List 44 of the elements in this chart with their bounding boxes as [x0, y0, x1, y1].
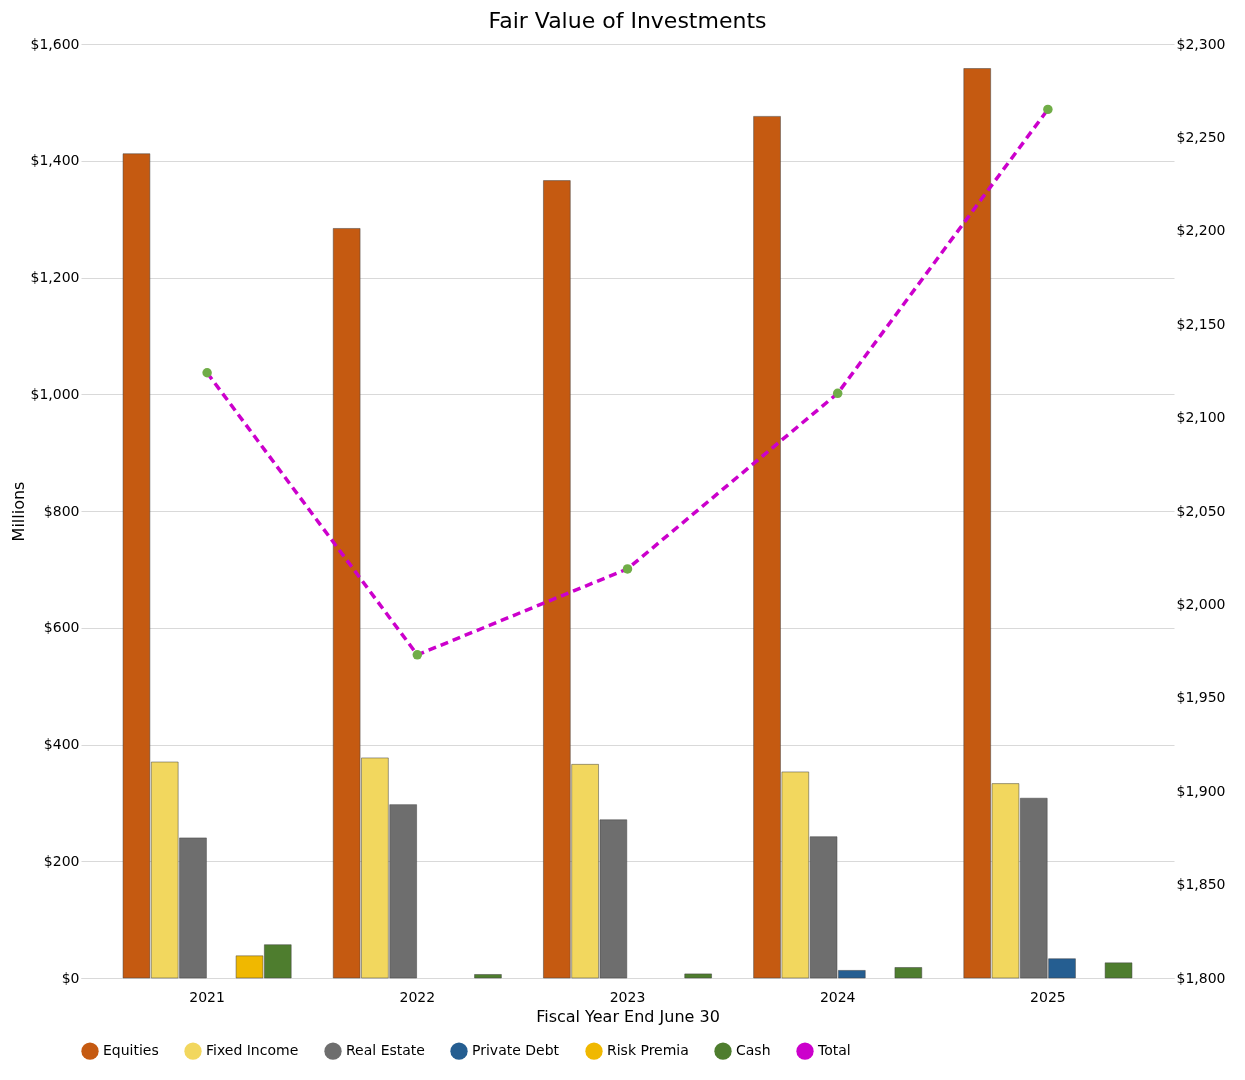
y2-tick-label: $2,050 [1176, 502, 1226, 519]
legend-label: Fixed Income [206, 1042, 299, 1059]
y-axis-title: Millions [8, 481, 28, 542]
point [832, 388, 843, 399]
y-tick-label: $600 [43, 619, 80, 636]
bar [684, 973, 712, 979]
y-tick-label: $1,000 [30, 385, 80, 402]
point [412, 650, 423, 660]
bar [1104, 962, 1133, 979]
x-tick-label: 2025 [1030, 988, 1066, 1005]
bar [894, 967, 923, 979]
y-tick-label: $1,200 [30, 269, 80, 285]
legend-label: Total [817, 1042, 851, 1059]
legend-label: Risk Premia [607, 1042, 689, 1059]
x-axis-title: Fiscal Year End June 30 [536, 1006, 720, 1026]
legend-label: Private Debt [472, 1042, 560, 1059]
x-tick-label: 2024 [819, 988, 856, 1005]
y-tick-label: $800 [43, 502, 80, 519]
y2-tick-label: $2,300 [1176, 35, 1226, 52]
legend-label: Real Estate [346, 1042, 425, 1059]
legend-label: Equities [103, 1042, 159, 1059]
legend-label: Cash [736, 1042, 771, 1059]
y2-tick-label: $1,900 [1176, 782, 1226, 799]
point [622, 564, 633, 574]
point [1043, 104, 1053, 115]
y2-tick-label: $1,850 [1176, 876, 1226, 893]
y2-tick-label: $2,250 [1176, 128, 1226, 145]
y2-tick-label: $2,100 [1176, 409, 1226, 426]
y-tick-label: $400 [43, 736, 80, 752]
y2-tick-label: $2,200 [1176, 222, 1226, 239]
bar [474, 974, 502, 979]
x-tick-label: 2022 [399, 988, 436, 1005]
x-tick-label: 2021 [189, 988, 225, 1005]
y-tick-label: $0 [61, 969, 80, 986]
x-tick-label: 2023 [609, 988, 646, 1005]
y2-tick-label: $2,150 [1176, 315, 1226, 332]
y2-tick-label: $1,950 [1176, 689, 1226, 706]
y-tick-label: $1,600 [30, 35, 80, 52]
point [202, 368, 212, 378]
chart-title: Fair Value of Investments [488, 8, 767, 33]
y-tick-label: $1,400 [30, 152, 80, 169]
y-tick-label: $200 [43, 852, 80, 869]
y2-tick-label: $1,800 [1176, 969, 1226, 986]
y2-tick-label: $2,000 [1176, 595, 1226, 612]
